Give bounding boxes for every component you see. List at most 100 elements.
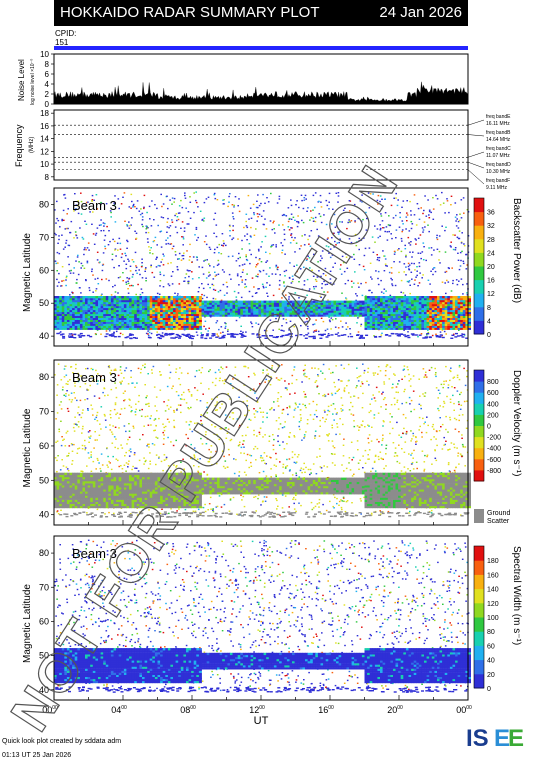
scatter-cell: [188, 391, 191, 393]
band-cell: [121, 303, 125, 307]
scatter-cell: [282, 441, 284, 443]
scatter-cell: [461, 333, 463, 335]
strip-cell: [455, 332, 458, 335]
band-cell: [129, 311, 132, 315]
scatter-cell: [269, 284, 271, 286]
scatter-cell: [371, 278, 373, 280]
band-cell: [175, 313, 179, 316]
band-cell: [209, 304, 213, 307]
scatter-cell: [209, 265, 211, 267]
band-cell: [431, 307, 435, 311]
band-cell: [424, 309, 427, 313]
band-cell: [408, 321, 412, 324]
band-cell: [85, 297, 88, 301]
band-cell: [387, 327, 391, 330]
band-cell: [204, 300, 208, 303]
band-cell: [162, 307, 166, 311]
scatter-cell: [135, 269, 137, 272]
scatter-cell: [405, 216, 408, 218]
band-cell: [426, 301, 430, 305]
strip-cell: [258, 336, 262, 338]
band-cell: [317, 304, 321, 307]
band-cell: [437, 323, 440, 326]
scatter-cell: [80, 200, 83, 203]
scatter-cell: [435, 372, 437, 374]
band-cell: [64, 309, 68, 313]
scatter-cell: [354, 271, 356, 273]
band-cell: [61, 323, 65, 326]
scatter-cell: [291, 451, 294, 453]
band-cell: [276, 314, 280, 317]
band-cell: [56, 327, 60, 330]
strip-cell: [73, 337, 77, 339]
scatter-cell: [412, 457, 414, 459]
band-cell: [173, 301, 176, 305]
band-cell: [175, 309, 179, 313]
band-cell: [426, 307, 430, 311]
band-cell: [77, 323, 81, 326]
strip-cell: [256, 334, 260, 336]
scatter-cell: [61, 436, 63, 438]
scatter-cell: [278, 198, 281, 200]
scatter-cell: [149, 417, 152, 420]
scatter-cell: [418, 429, 420, 431]
band-cell: [95, 321, 99, 324]
band-cell: [377, 299, 381, 303]
scatter-cell: [114, 291, 117, 293]
band-cell: [271, 306, 275, 309]
strip-cell: [62, 335, 66, 338]
band-cell: [154, 301, 158, 305]
scatter-cell: [462, 293, 464, 295]
band-cell: [299, 300, 303, 303]
band-cell: [175, 317, 179, 320]
band-cell: [126, 297, 130, 301]
band-cell: [408, 303, 412, 307]
band-cell: [276, 302, 280, 305]
band-cell: [170, 325, 174, 328]
scatter-cell: [229, 235, 231, 237]
scatter-cell: [221, 403, 223, 405]
strip-cell: [189, 335, 193, 337]
band-cell: [268, 310, 272, 313]
band-cell: [403, 309, 407, 313]
band-cell: [460, 311, 464, 315]
scatter-cell: [173, 201, 175, 203]
band-cell: [188, 319, 192, 322]
band-cell: [460, 303, 464, 307]
band-cell: [64, 323, 68, 326]
scatter-cell: [430, 509, 433, 512]
scatter-cell: [201, 424, 204, 426]
band-cell: [338, 306, 342, 309]
scatter-cell: [170, 243, 173, 245]
scatter-cell: [403, 329, 405, 331]
band-cell: [359, 314, 363, 317]
band-cell: [167, 319, 171, 322]
band-cell: [372, 317, 376, 320]
band-cell: [452, 301, 456, 305]
scatter-cell: [438, 250, 441, 253]
band-cell: [457, 296, 461, 299]
band-cell: [196, 323, 200, 326]
colorbar-tick-label: 20: [487, 264, 495, 271]
scatter-cell: [331, 427, 334, 429]
scatter-cell: [96, 508, 99, 511]
band-cell: [188, 313, 192, 316]
band-cell: [178, 307, 182, 311]
band-cell: [178, 305, 182, 309]
scatter-cell: [295, 242, 298, 244]
band-cell: [173, 296, 176, 299]
scatter-cell: [278, 328, 280, 330]
band-cell: [258, 304, 262, 307]
band-cell: [180, 327, 184, 330]
scatter-cell: [195, 201, 198, 204]
scatter-cell: [258, 259, 261, 261]
band-cell: [405, 301, 409, 305]
scatter-cell: [313, 253, 315, 256]
scatter-cell: [117, 277, 120, 279]
band-cell: [162, 303, 166, 307]
band-cell: [147, 299, 151, 303]
scatter-cell: [248, 409, 250, 412]
scatter-cell: [110, 211, 112, 214]
band-cell: [292, 308, 295, 311]
band-cell: [74, 319, 78, 322]
